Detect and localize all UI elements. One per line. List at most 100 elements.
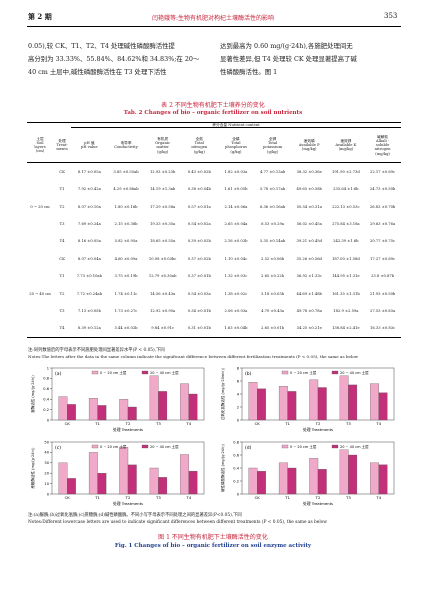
bar: [287, 467, 297, 495]
body-left: 0.05),较 CK、T1、T2、T4 处理碱性磷酸酶活性提 高分别为 33.33…: [28, 40, 199, 79]
cell: 12.92 ±0.95a: [150, 308, 176, 313]
cell: 7.92 ±0.42a: [77, 187, 101, 192]
cell: 21.93 ±0.50b: [369, 291, 396, 296]
table-row: 0 ~ 20 cm CK 8.17 ±0.05a 3.85 ±0.55ab 12.93 …: [27, 163, 401, 209]
cell: 3.75 ±0.19b: [114, 274, 138, 279]
cell: 1.80 ±0.16b: [114, 204, 138, 209]
cell: 0.34 ±0.01b: [187, 308, 211, 313]
cell: 0.43 ±0.02b: [187, 169, 211, 174]
bar: [317, 469, 327, 495]
x-tick-label: T4: [185, 421, 191, 426]
cell: 38.32 ±0.36e: [296, 169, 322, 174]
cell: 17.29 ±0.58a: [150, 204, 176, 209]
cell: 191.90 ±2.73d: [331, 169, 360, 174]
cell: 3.85 ±0.55ab: [113, 169, 139, 174]
cell: 7.69 ±0.24a: [77, 221, 101, 226]
bar: [339, 375, 349, 421]
y-tick-label: 0: [47, 418, 50, 422]
cell: 16.33 ±0.83c: [364, 319, 401, 339]
bar: [188, 393, 198, 421]
column-header: 处理 Treat- ments: [53, 127, 72, 164]
bar: [88, 398, 98, 421]
cell: T2: [59, 291, 65, 296]
cell: T3: [59, 221, 65, 226]
cell: 7.72 ±0.24ab: [76, 291, 102, 296]
table-row: T1 7.92 ±0.42a 4.29 ±0.86ab 14.19 ±1.3ab 0.3…: [27, 181, 401, 198]
layer-cell: 20 ~ 40 cm: [27, 250, 54, 339]
panel-label: (c): [55, 445, 61, 451]
cell: CK: [59, 169, 65, 174]
cell: 0.54 ±0.02a: [187, 221, 211, 226]
cell: 14.56 ±0.43a: [150, 291, 176, 296]
column-header: 土层 Soil layers (cm): [27, 127, 54, 164]
x-tick-label: T2: [125, 495, 131, 500]
bar: [257, 471, 266, 495]
cell: 56.02 ±0.45a: [296, 221, 322, 226]
bar: [149, 375, 159, 421]
cell: 1.74 ±0.11c: [114, 291, 138, 296]
cell: 22.17 ±0.69c: [370, 169, 396, 174]
cell: 27.53 ±0.83a: [369, 308, 396, 313]
bar: [88, 452, 98, 495]
bar: [119, 399, 129, 421]
bar: [378, 392, 388, 421]
table-row: T3 7.69 ±0.24a 2.15 ±0.36b 19.33 ±0.35a 0.54…: [27, 215, 401, 232]
legend-label: 0 ~ 20 cm 土层: [290, 370, 317, 375]
cell: 8.17 ±0.05a: [77, 169, 101, 174]
cell: 36.92 ±1.33c: [296, 274, 322, 279]
x-tick-label: T2: [315, 421, 321, 426]
cell: 2.14 ±0.06a: [224, 204, 248, 209]
cell: 2.15 ±0.36b: [114, 221, 138, 226]
y-tick-label: 30: [44, 461, 49, 465]
legend-label: 0 ~ 20 cm 土层: [100, 370, 127, 375]
x-tick-label: T1: [284, 421, 290, 426]
cell: 12.93 ±0.23b: [149, 169, 176, 174]
cell: 8.39 ±0.12a: [71, 319, 108, 339]
bar: [188, 470, 198, 495]
bar: [309, 379, 319, 421]
cell: 29.63 ±0.76a: [369, 221, 396, 226]
column-header: 全磷 Total phosphorus (g/kg): [217, 127, 255, 164]
cell: 50.54 ±0.31a: [296, 204, 322, 209]
y-tick-label: 0.8: [233, 440, 239, 444]
legend-swatch: [281, 370, 289, 375]
cell: 0.57 ±0.01a: [187, 204, 211, 209]
y-axis-label: 蔗糖酶活性 (mg/(g·24h)): [30, 447, 35, 489]
body-line: 性磷酸酶活性。图 1: [220, 68, 278, 76]
bar: [278, 386, 288, 421]
cell: 1.61 ±0.05b: [224, 187, 248, 192]
y-tick-label: 0.6: [233, 453, 239, 457]
y-tick-label: 0: [237, 492, 240, 496]
bar: [67, 478, 76, 495]
table-caption-cn: 表 2 不同生物有机肥下土壤养分的变化: [161, 102, 265, 109]
table-head: 养分含量 Nutrient content 土层 Soil layers (cm)…: [27, 121, 401, 164]
cell: 4.77 ±0.13ab: [259, 169, 286, 174]
cell: 34.25 ±0.21e: [290, 319, 328, 339]
bar: [67, 404, 76, 421]
header-row: 土层 Soil layers (cm) 处理 Treat- ments pH 值 p…: [27, 127, 401, 164]
cell: 8.16 ±0.05a: [77, 239, 101, 244]
figure: (a) 脲酶活性 (mg/(g·24h)) 0 0.2 0.4 0.6 0.8 1 CK T1 T2…: [30, 366, 395, 506]
table-row: 20 ~ 40 cm CK 8.07 ±0.04a 4.60 ±0.09a 10.08 …: [27, 250, 401, 339]
y-axis-label: 过氧化氢酶活性 (mg/(g·20min)): [220, 367, 225, 420]
panel-label: (d): [245, 445, 252, 451]
cell: 10.08 ±0.03bc: [148, 256, 177, 261]
y-tick-label: 1: [47, 366, 49, 370]
cell: 161.35 ±1.31b: [331, 291, 360, 296]
running-title: 闫艳娥等:生物有机肥对枸杞土壤酶活性的影响: [151, 15, 275, 22]
rule: [27, 26, 401, 27]
bar: [248, 382, 258, 421]
table-note-cn: 注:同列数值后的字母表示不同施肥处理间显著差异水平(P < 0.05),下同: [28, 348, 165, 353]
column-header: 碱解氮 Alkali - soluble nitrogen (mg/kg): [364, 127, 401, 164]
cell: 4.60 ±0.09a: [114, 256, 138, 261]
cell: 26.83 ±0.70b: [369, 204, 396, 209]
cell: 9.84 ±0.91c: [144, 319, 181, 339]
figure-note-en: Notes:Different lowercase letters are us…: [28, 520, 327, 525]
y-tick-label: 40: [44, 451, 49, 455]
y-tick-label: 0.6: [43, 387, 49, 391]
bar: [119, 447, 129, 495]
cell: 4.70 ±0.43a: [261, 308, 285, 313]
cell: T1: [59, 274, 65, 279]
cell: 1.63 ±0.04b: [217, 319, 255, 339]
page-number: 353: [384, 12, 398, 20]
